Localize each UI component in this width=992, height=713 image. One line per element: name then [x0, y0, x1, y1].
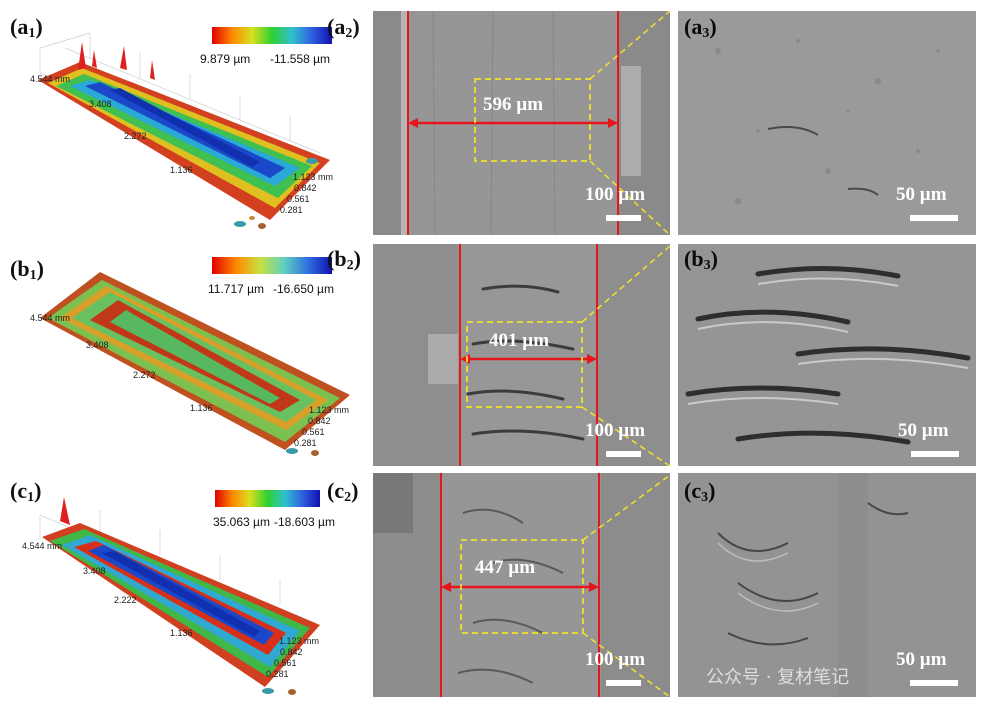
measure-width-c: 447 µm	[475, 557, 536, 578]
colorbar-max-b: 11.717 µm	[208, 282, 265, 296]
tick-a-0: 4.544 mm	[30, 74, 71, 84]
colorbar-b	[212, 257, 332, 274]
tick-c-1: 3.408	[83, 566, 106, 576]
colorbar-min-b: -16.650 µm	[273, 282, 334, 296]
measure-width-a: 596 µm	[483, 94, 544, 115]
tick-b-3: 1.136	[190, 403, 213, 413]
tick-b-6: 0.561	[302, 427, 325, 437]
panel-label-a3: (a3)	[684, 14, 717, 41]
scale-bar-c2	[606, 680, 641, 686]
panel-label-b2: (b2)	[327, 246, 361, 273]
sem-image-c2: 447 µm 100 µm	[373, 473, 670, 697]
watermark: 公众号 · 复材笔记	[706, 667, 850, 688]
panel-label-a2: (a2)	[327, 14, 360, 41]
row-a: (a1) 9.879 µm -11.558 µm 4.544 mm 3.408 …	[0, 0, 992, 240]
profile-3d-b	[40, 272, 350, 456]
scale-bar-a2	[606, 215, 641, 221]
row-c: (c1) 35.063 µm -18.603 µm 4.544 mm 3.408…	[0, 470, 992, 713]
colorbar-min-a: -11.558 µm	[270, 52, 331, 66]
tick-a-1: 3.408	[89, 99, 112, 109]
scale-text-a3: 50 µm	[896, 184, 947, 205]
measure-width-b: 401 µm	[489, 330, 550, 351]
scale-text-b3: 50 µm	[898, 420, 949, 441]
panel-label-b3: (b3)	[684, 246, 718, 273]
colorbar-min-c: -18.603 µm	[274, 515, 335, 529]
colorbar-c	[215, 490, 320, 507]
scale-text-c2: 100 µm	[585, 649, 646, 670]
colorbar-max-a: 9.879 µm	[200, 52, 251, 66]
panel-label-b1: (b1)	[10, 256, 44, 283]
tick-a-7: 0.281	[280, 205, 303, 215]
sem-image-b3: 50 µm	[678, 244, 976, 466]
scale-bar-c3	[910, 680, 958, 686]
tick-b-4: 1.123 mm	[309, 405, 350, 415]
sem-image-b2: 401 µm 100 µm	[373, 244, 670, 466]
tick-c-7: 0.281	[266, 669, 289, 679]
tick-c-2: 2.222	[114, 595, 137, 605]
tick-a-5: 0.842	[294, 183, 317, 193]
profile-3d-c	[39, 497, 320, 695]
tick-b-0: 4.544 mm	[30, 313, 71, 323]
tick-a-3: 1.136	[170, 165, 193, 175]
panel-label-c3: (c3)	[684, 478, 716, 505]
profile-3d-a	[38, 32, 330, 229]
scale-text-c3: 50 µm	[896, 649, 947, 670]
panel-label-c1: (c1)	[10, 478, 42, 505]
tick-a-6: 0.561	[287, 194, 310, 204]
tick-c-5: 0.842	[280, 647, 303, 657]
sem-image-a3: 50 µm	[678, 11, 976, 235]
tick-c-4: 1.123 mm	[279, 636, 320, 646]
scale-bar-b3	[911, 451, 959, 457]
tick-b-2: 2.272	[133, 370, 156, 380]
tick-a-4: 1.123 mm	[293, 172, 334, 182]
tick-c-6: 0.561	[274, 658, 297, 668]
scale-bar-a3	[910, 215, 958, 221]
tick-a-2: 2.272	[124, 131, 147, 141]
tick-c-0: 4.544 mm	[22, 541, 63, 551]
scale-bar-b2	[606, 451, 641, 457]
tick-b-1: 3.408	[86, 340, 109, 350]
panel-label-c2: (c2)	[327, 478, 359, 505]
scale-text-b2: 100 µm	[585, 420, 646, 441]
row-b: (b1) 11.717 µm -16.650 µm 4.544 mm 3.408…	[0, 240, 992, 470]
panel-label-a1: (a1)	[10, 14, 43, 41]
colorbar-a	[212, 27, 332, 44]
tick-c-3: 1.136	[170, 628, 193, 638]
tick-b-7: 0.281	[294, 438, 317, 448]
tick-b-5: 0.842	[308, 416, 331, 426]
sem-image-c3: 公众号 · 复材笔记 50 µm	[678, 473, 976, 697]
sem-image-a2: 596 µm 100 µm	[373, 11, 670, 235]
colorbar-max-c: 35.063 µm	[213, 515, 270, 529]
scale-text-a2: 100 µm	[585, 184, 646, 205]
